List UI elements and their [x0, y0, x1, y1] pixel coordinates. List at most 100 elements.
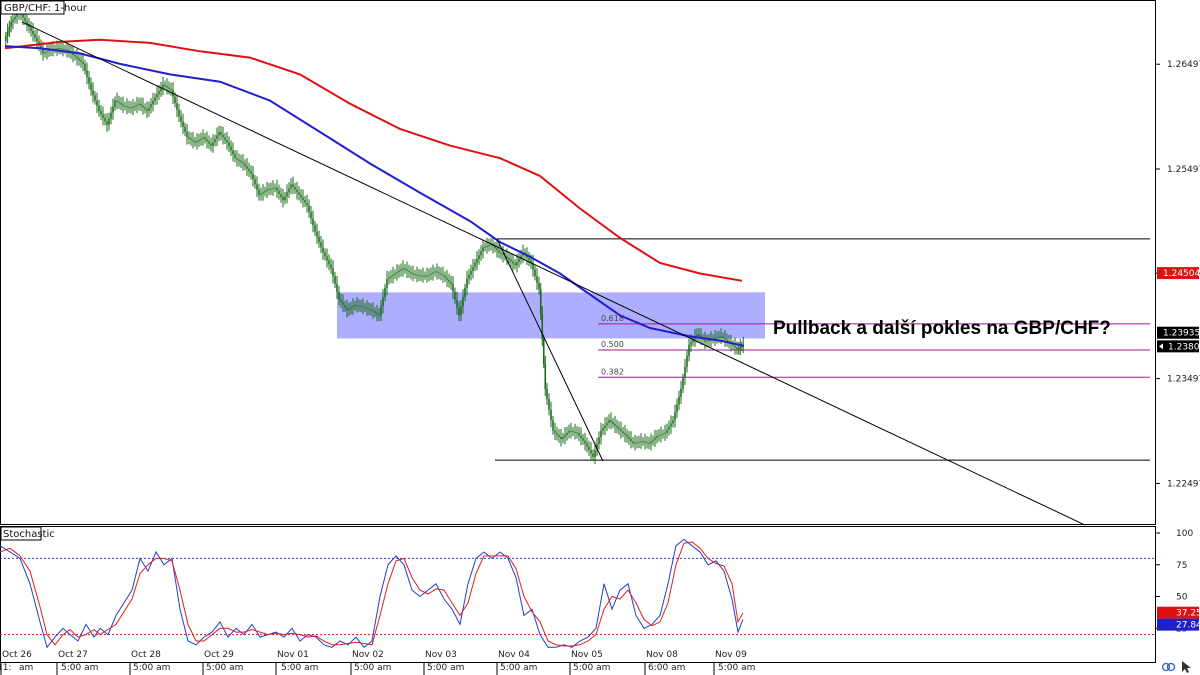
candle-body: [44, 52, 46, 54]
x-tick-label: Nov 01: [277, 650, 309, 660]
candle-body: [90, 83, 92, 91]
candle-body: [94, 95, 96, 101]
candle-body: [128, 106, 130, 108]
candle-body: [558, 434, 560, 438]
candle-body: [482, 247, 484, 252]
candle-body: [350, 307, 352, 309]
candle-body: [572, 431, 574, 433]
candle-body: [226, 139, 228, 143]
candle-body: [490, 244, 492, 246]
candle-body: [434, 271, 436, 273]
candle-body: [6, 31, 9, 37]
candle-body: [634, 442, 636, 444]
candle-body: [162, 84, 164, 88]
candle-body: [400, 269, 402, 271]
candle-body: [214, 138, 216, 143]
candle-body: [364, 307, 366, 309]
stochastic-value-tag-label: 37.25: [1176, 609, 1200, 619]
candle-body: [596, 443, 598, 451]
candle-body: [626, 434, 628, 438]
candle-body: [270, 188, 272, 190]
candle-body: [422, 275, 424, 277]
candle-body: [286, 192, 288, 197]
candle-body: [506, 256, 508, 258]
candle-body: [376, 312, 378, 315]
candle-body: [426, 275, 428, 277]
candle-body: [502, 253, 504, 256]
candle-body: [462, 297, 464, 307]
x-tick-label: Nov 09: [715, 650, 747, 660]
candle-body: [636, 442, 638, 444]
candle-body: [120, 103, 122, 105]
candle-body: [552, 420, 554, 431]
candle-body: [368, 308, 370, 310]
candle-body: [496, 248, 498, 251]
x-tick-label: Oct 27: [58, 650, 88, 660]
mouse-arrow-icon[interactable]: [1182, 661, 1191, 673]
candle-body: [264, 190, 266, 193]
candle-body: [218, 132, 220, 136]
candle-body: [224, 137, 226, 140]
x-tick-label: 11:: [0, 663, 11, 673]
candle-body: [292, 184, 294, 188]
candle-body: [158, 91, 160, 95]
candle-body: [630, 439, 632, 442]
candle-body: [402, 268, 404, 270]
candle-body: [716, 337, 718, 339]
candle-body: [320, 242, 322, 248]
candle-body: [310, 211, 312, 219]
candle-body: [644, 441, 646, 443]
candle-body: [358, 305, 360, 307]
candle-body: [380, 306, 382, 316]
candle-body: [156, 94, 158, 98]
chart-tools-icon[interactable]: [1161, 662, 1176, 672]
candle-body: [666, 429, 668, 433]
candle-body: [632, 441, 634, 444]
y-tick-label: 1.22497: [1167, 479, 1200, 489]
price-tag: [1157, 267, 1199, 280]
candle-body: [418, 275, 420, 277]
price-tag-label: 1.23805: [1168, 342, 1200, 352]
candle-body: [438, 272, 440, 274]
x-tick-label: 5:00 am: [281, 663, 318, 673]
candle-body: [14, 16, 16, 20]
fib-level-label: 0.500: [601, 340, 624, 349]
candle-body: [682, 377, 684, 389]
candle-body: [650, 441, 652, 444]
candle-body: [232, 150, 234, 155]
candle-body: [192, 139, 194, 142]
candle-body: [458, 307, 460, 316]
candle-body: [516, 261, 518, 266]
candle-body: [648, 442, 650, 444]
candle-body: [588, 446, 590, 451]
candle-body: [664, 432, 666, 434]
candle-body: [586, 443, 588, 447]
candle-body: [452, 283, 454, 292]
candle-body: [542, 339, 545, 364]
candle-body: [234, 154, 236, 159]
candle-body: [706, 340, 708, 342]
candle-body: [88, 76, 90, 84]
candle-body: [658, 435, 660, 437]
candle-body: [216, 135, 218, 139]
candle-body: [170, 88, 172, 91]
candle-body: [24, 17, 26, 21]
candle-body: [338, 291, 340, 300]
candle-body: [298, 192, 300, 195]
candle-body: [678, 396, 680, 405]
candle-body: [302, 197, 304, 201]
candle-body: [576, 432, 578, 434]
candle-body: [112, 106, 114, 113]
candle-body: [188, 137, 190, 139]
candle-body: [332, 268, 334, 277]
candle-body: [598, 437, 600, 444]
candle-body: [166, 86, 168, 88]
candle-body: [478, 255, 480, 260]
candle-body: [58, 48, 60, 50]
candle-body: [148, 107, 150, 112]
candle-body: [568, 430, 570, 433]
candle-body: [628, 437, 630, 440]
candle-body: [410, 272, 412, 274]
candle-body: [442, 274, 444, 276]
x-tick-label: Oct 29: [204, 650, 234, 660]
